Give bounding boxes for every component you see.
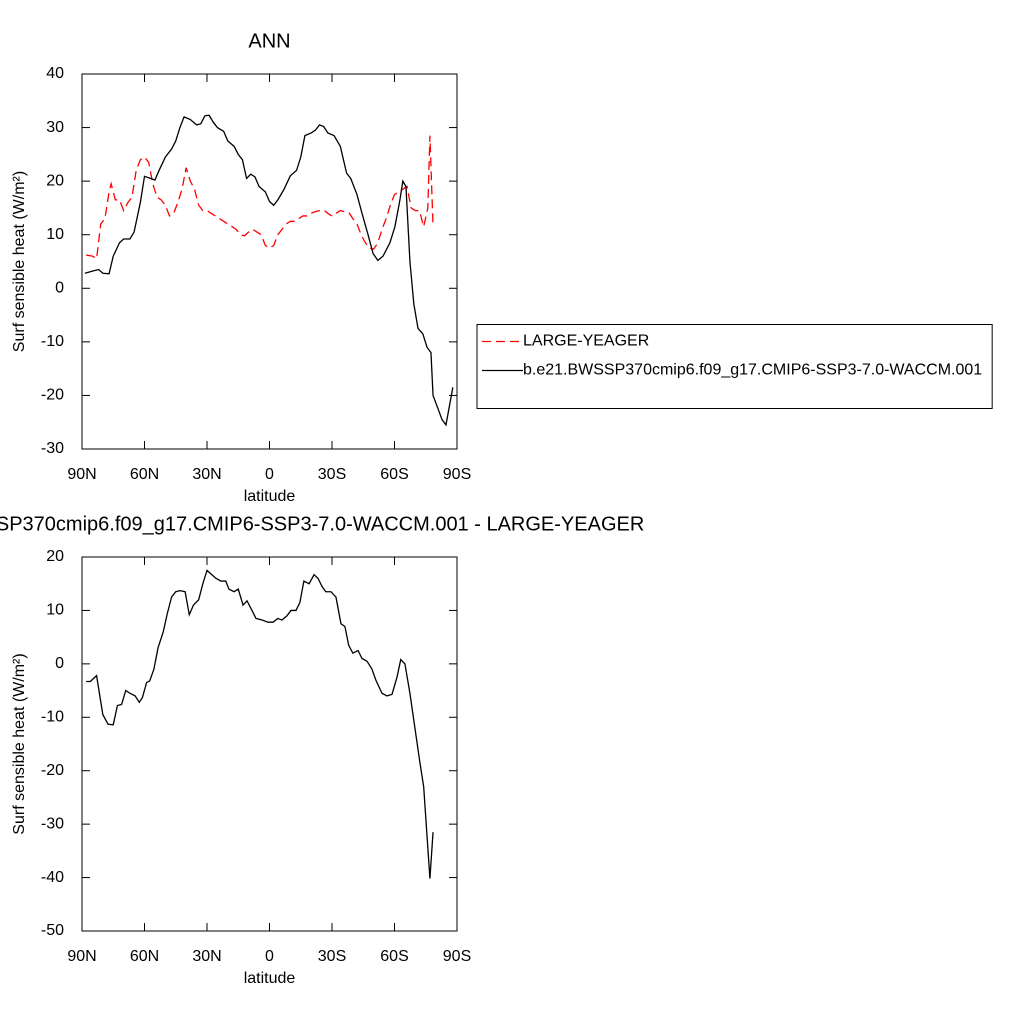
y-tick-label: -20 bbox=[41, 762, 64, 779]
y-tick-label: -50 bbox=[41, 922, 64, 939]
x-axis-label: latitude bbox=[244, 970, 296, 987]
y-tick-label: 10 bbox=[46, 602, 64, 619]
y-tick-label: -30 bbox=[41, 815, 64, 832]
x-tick-label: 60N bbox=[130, 466, 159, 483]
x-tick-label: 60S bbox=[380, 948, 408, 965]
data-line bbox=[86, 135, 434, 260]
y-tick-label: 10 bbox=[46, 226, 64, 243]
y-tick-label: 20 bbox=[46, 548, 64, 565]
legend-label: LARGE-YEAGER bbox=[523, 333, 649, 350]
x-tick-label: 30S bbox=[318, 466, 346, 483]
legend-box bbox=[476, 324, 993, 409]
data-line bbox=[86, 569, 434, 879]
x-tick-label: 0 bbox=[265, 948, 274, 965]
chart-title: b.e21.BWSSP370cmip6.f09_g17.CMIP6-SSP3-7… bbox=[0, 513, 644, 535]
legend-label: b.e21.BWSSP370cmip6.f09_g17.CMIP6-SSP3-7… bbox=[523, 362, 982, 379]
x-tick-label: 0 bbox=[265, 466, 274, 483]
x-tick-label: 90N bbox=[67, 466, 96, 483]
x-tick-label: 90S bbox=[443, 466, 471, 483]
y-tick-label: 0 bbox=[55, 280, 64, 297]
y-tick-label: -10 bbox=[41, 333, 64, 350]
x-tick-label: 30N bbox=[192, 948, 221, 965]
y-tick-label: -40 bbox=[41, 869, 64, 886]
plot-frame bbox=[81, 73, 458, 450]
x-tick-label: 30S bbox=[318, 948, 346, 965]
y-tick-label: -30 bbox=[41, 440, 64, 457]
x-tick-label: 30N bbox=[192, 466, 221, 483]
y-axis-label: Surf sensible heat (W/m²) bbox=[11, 171, 28, 352]
x-tick-label: 60N bbox=[130, 948, 159, 965]
x-tick-label: 90S bbox=[443, 948, 471, 965]
chart-title: ANN bbox=[248, 30, 290, 52]
x-axis-label: latitude bbox=[244, 488, 296, 505]
y-tick-label: 0 bbox=[55, 655, 64, 672]
plot-frame bbox=[81, 556, 458, 932]
x-tick-label: 90N bbox=[67, 948, 96, 965]
data-line bbox=[84, 114, 454, 427]
y-tick-label: 30 bbox=[46, 119, 64, 136]
y-tick-label: -10 bbox=[41, 709, 64, 726]
y-tick-label: 20 bbox=[46, 172, 64, 189]
x-tick-label: 60S bbox=[380, 466, 408, 483]
y-tick-label: -20 bbox=[41, 387, 64, 404]
y-tick-label: 40 bbox=[46, 65, 64, 82]
y-axis-label: Surf sensible heat (W/m²) bbox=[11, 653, 28, 834]
